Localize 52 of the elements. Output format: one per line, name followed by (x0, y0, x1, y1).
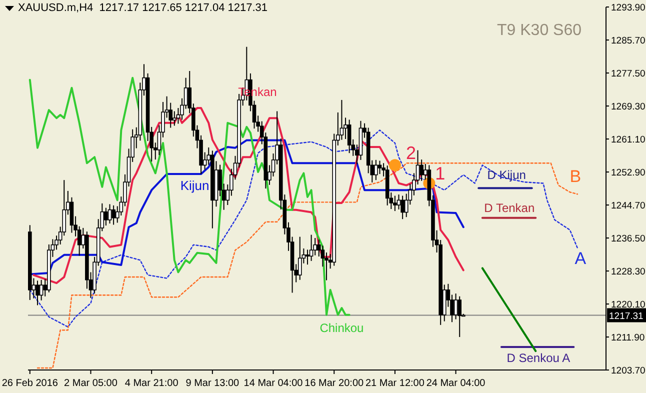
x-tick-label: 24 Mar 04:00 (426, 378, 486, 389)
candlestick (309, 234, 314, 262)
candlestick (400, 195, 404, 220)
annotation: 2 (406, 143, 416, 164)
y-tick-label: 1269.30 (611, 101, 646, 112)
y-tick-label: 1211.90 (611, 332, 645, 344)
y-tick-label: 1261.10 (611, 134, 646, 146)
x-tick-label: 26 Feb 2016 (2, 378, 58, 389)
y-tick-label: 1244.70 (611, 200, 646, 212)
candlestick (458, 296, 462, 338)
x-tick-label: 2 Mar 05:00 (64, 378, 118, 389)
candlestick (39, 279, 44, 301)
candlestick (454, 293, 458, 320)
y-tick-label: 1252.90 (611, 167, 646, 178)
x-tick-label: 14 Mar 04:00 (244, 378, 304, 389)
y-tick-label: 1220.10 (611, 299, 646, 310)
series-label: D Senkou A (506, 351, 570, 366)
candlestick (112, 204, 116, 226)
candlestick (347, 119, 352, 154)
y-tick-label: 1203.70 (611, 365, 646, 376)
candlestick (374, 159, 378, 181)
y-tick-label: 1277.50 (611, 68, 646, 80)
line-series (28, 76, 350, 316)
series-label: D Kijun (487, 168, 526, 182)
ref-line-label: 1217.31 (609, 311, 644, 322)
candlestick (172, 110, 176, 126)
chart-title: XAUUSD.m,H4 1217.17 1217.65 1217.04 1217.31 (18, 2, 268, 14)
y-tick-label: 1236.50 (611, 233, 646, 244)
y-tick-label: 1293.90 (611, 2, 646, 14)
candlestick (104, 207, 108, 226)
x-tick-label: 16 Mar 20:00 (304, 378, 364, 389)
candlestick (306, 249, 310, 266)
x-tick-label: 21 Mar 12:00 (365, 378, 425, 389)
line-series (32, 107, 464, 284)
series-label: Kijun (180, 178, 210, 194)
candlestick (396, 194, 401, 210)
candlestick (108, 204, 112, 224)
candlestick (378, 160, 382, 175)
series-label: Chinkou (320, 321, 364, 336)
series-label: D Tenkan (484, 200, 535, 215)
y-tick-label: 1228.30 (611, 266, 646, 278)
x-tick-label: 4 Mar 21:00 (124, 378, 179, 389)
y-tick-label: 1285.70 (611, 35, 646, 46)
annotation: 1 (435, 163, 446, 184)
candlestick (298, 236, 302, 280)
series-label: A (574, 249, 587, 268)
annotation: T9 K30 S60 (497, 22, 582, 40)
series-label: B (570, 167, 582, 186)
candlestick (393, 195, 397, 212)
x-tick-label: 9 Mar 13:00 (186, 378, 240, 389)
candlestick (420, 159, 424, 182)
candlestick (36, 280, 40, 306)
